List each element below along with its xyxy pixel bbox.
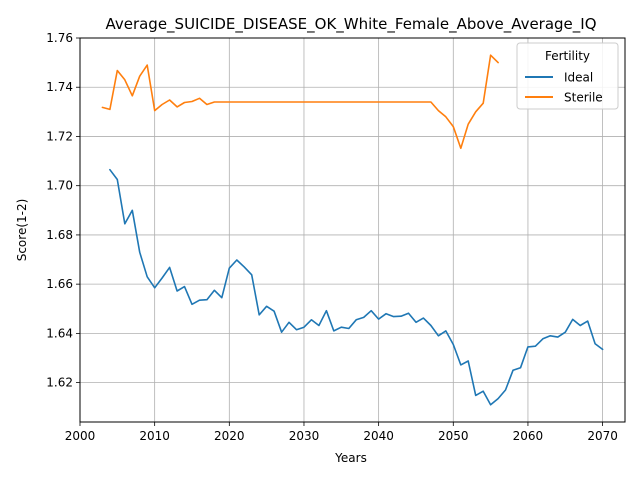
y-tick-label: 1.66 <box>46 277 73 291</box>
chart-title: Average_SUICIDE_DISEASE_OK_White_Female_… <box>105 15 596 34</box>
y-tick-label: 1.68 <box>46 228 73 242</box>
y-tick-label: 1.72 <box>46 129 73 143</box>
x-tick-label: 2000 <box>65 429 96 443</box>
plot-frame <box>79 37 626 423</box>
x-tick-label: 2060 <box>513 429 544 443</box>
y-tick-label: 1.64 <box>46 326 73 340</box>
x-axis-label: Years <box>334 451 367 465</box>
series-line-sterile <box>101 54 499 150</box>
legend-box <box>516 42 619 110</box>
y-tick-label: 1.62 <box>46 376 73 390</box>
y-axis-ticks: 1.62 1.64 1.66 1.68 1.70 1.72 1.74 1.76 <box>46 31 80 390</box>
y-axis-label: Score(1-2) <box>15 199 29 262</box>
x-tick-label: 2030 <box>289 429 320 443</box>
x-axis-ticks: 2000 2010 2020 2030 2040 2050 2060 2070 <box>65 422 618 443</box>
x-tick-label: 2010 <box>139 429 170 443</box>
x-tick-label: 2070 <box>587 429 618 443</box>
legend-label-ideal: Ideal <box>564 71 593 85</box>
legend: Fertility Ideal Sterile <box>516 42 619 110</box>
y-tick-label: 1.70 <box>46 179 73 193</box>
x-tick-label: 2040 <box>363 429 394 443</box>
y-tick-label: 1.74 <box>46 80 73 94</box>
legend-title: Fertility <box>545 49 590 63</box>
series-line-ideal <box>109 168 604 406</box>
x-tick-label: 2020 <box>214 429 245 443</box>
series-lines <box>101 54 604 406</box>
legend-label-sterile: Sterile <box>564 91 603 105</box>
y-tick-label: 1.76 <box>46 31 73 45</box>
x-tick-label: 2050 <box>438 429 469 443</box>
